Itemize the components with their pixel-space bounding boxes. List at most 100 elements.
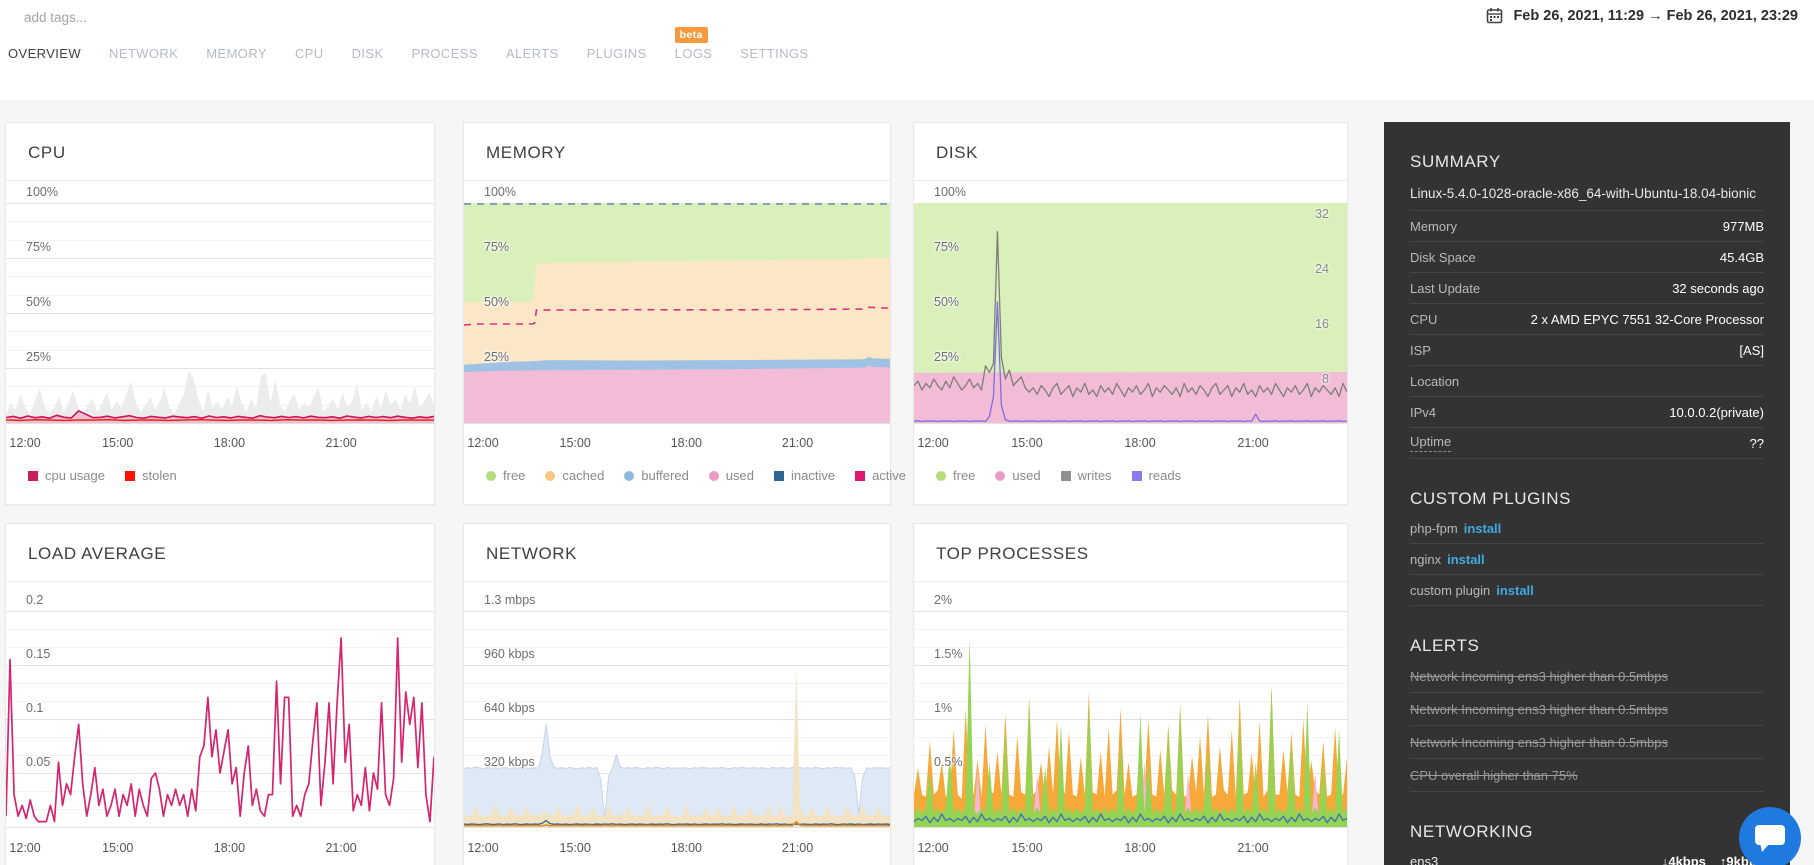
x-axis-label: 15:00: [559, 841, 591, 855]
legend-label: cached: [562, 468, 605, 483]
legend-item-writes[interactable]: writes: [1060, 468, 1112, 483]
gridline: [6, 294, 434, 296]
install-link[interactable]: install: [1447, 551, 1485, 567]
series-line-incoming: [464, 724, 890, 819]
gridline: [6, 827, 434, 828]
tab-settings[interactable]: SETTINGS: [740, 46, 809, 61]
summary-label: Memory: [1410, 218, 1457, 234]
gridline: [6, 276, 434, 278]
tab-network[interactable]: NETWORK: [109, 46, 179, 61]
sidebar: SUMMARY Linux-5.4.0-1028-oracle-x86_64-w…: [1384, 122, 1790, 865]
memory-chart-plot[interactable]: 100% 75% 50% 25%: [464, 181, 890, 429]
series-process-green: [914, 638, 1347, 827]
x-axis-label: 21:00: [781, 841, 814, 855]
legend-item-active[interactable]: active: [855, 468, 906, 483]
install-link[interactable]: install: [1463, 520, 1502, 536]
load-average-chart-plot[interactable]: 0.2 0.15 0.1 0.05: [6, 582, 434, 834]
legend-item-used[interactable]: used: [708, 468, 754, 483]
y-axis-label: 100%: [484, 185, 516, 199]
legend-item-buffered[interactable]: buffered: [624, 468, 689, 483]
gridline: [6, 719, 434, 720]
y-axis-label: 0.2: [26, 593, 44, 607]
gridline: [464, 719, 890, 720]
summary-label: Location: [1410, 373, 1460, 389]
legend-swatch: [995, 470, 1006, 481]
date-range-text: Feb 26, 2021, 11:29 → Feb 26, 2021, 23:2…: [1513, 7, 1798, 24]
gridline: [6, 701, 434, 702]
network-chart-plot[interactable]: 1.3 mbps 960 kbps 640 kbps 320 kbps: [464, 582, 890, 834]
alert-item[interactable]: Network Incoming ens3 higher than 0.5mbp…: [1410, 660, 1764, 693]
legend-label: free: [953, 468, 976, 483]
chart-legend: free used writes reads: [914, 456, 1347, 493]
plugin-name: php-fpm: [1410, 520, 1458, 536]
tab-alerts[interactable]: ALERTS: [505, 46, 559, 61]
alert-rows: Network Incoming ens3 higher than 0.5mbp…: [1410, 660, 1764, 792]
gridline: [6, 258, 434, 259]
tags-input[interactable]: [22, 9, 286, 26]
plugin-rows: php-fpm install nginx install custom plugin i…: [1410, 513, 1764, 606]
alerts-heading: ALERTS: [1410, 636, 1480, 655]
legend-swatch: [855, 470, 866, 481]
network-series-svg: [464, 668, 890, 827]
summary-value: [AS]: [1739, 342, 1764, 358]
panel-title: NETWORK: [464, 524, 890, 582]
summary-label: Disk Space: [1410, 249, 1476, 265]
legend-item-cached[interactable]: cached: [545, 468, 604, 483]
x-axis-label: 21:00: [1237, 436, 1269, 450]
legend-item-inactive[interactable]: inactive: [774, 468, 835, 483]
legend-item-cpu-usage[interactable]: cpu usage: [28, 468, 105, 483]
alert-item[interactable]: Network Incoming ens3 higher than 0.5mbp…: [1410, 693, 1764, 726]
tab-cpu[interactable]: CPU: [294, 46, 324, 61]
legend-label: inactive: [791, 468, 836, 483]
series-line-incoming-line: [464, 821, 890, 825]
gridline: [464, 755, 890, 756]
legend-item-used[interactable]: used: [995, 468, 1041, 483]
panel-title: MEMORY: [464, 123, 890, 181]
tab-disk[interactable]: DISK: [351, 46, 384, 61]
y-axis-label: 50%: [26, 295, 52, 309]
install-link[interactable]: install: [1496, 582, 1534, 598]
x-axis-label: 12:00: [9, 436, 41, 450]
gridline: [464, 647, 890, 648]
tab-plugins[interactable]: PLUGINS: [586, 46, 647, 61]
cpu-chart-plot[interactable]: 100% 75% 50% 25%: [6, 181, 434, 429]
series-line-load-average: [6, 638, 434, 822]
interface-row-ens3[interactable]: ens3 ↓4kbps ↑9kbps: [1410, 846, 1764, 865]
y-axis-label: 320 kbps: [484, 755, 535, 769]
tab-logs[interactable]: LOGS beta: [674, 27, 713, 61]
summary-row-memory: Memory 977MB: [1410, 211, 1764, 242]
gridline: [6, 755, 434, 756]
disk-chart-plot[interactable]: 100% 75% 50% 25% 32 24 16 8: [914, 181, 1347, 429]
y-axis-label: 75%: [934, 240, 960, 254]
gridline: [914, 647, 1347, 648]
disk-series-svg: [914, 203, 1347, 423]
series-background-usage: [6, 370, 434, 423]
panel-cpu: CPU 100% 75% 50% 25% 12:00 15:00 18:00 21:00 c…: [5, 122, 435, 505]
alert-item[interactable]: CPU overall higher than 75%: [1410, 759, 1764, 792]
gridline: [464, 629, 890, 630]
tab-memory[interactable]: MEMORY: [206, 46, 267, 61]
panel-load-average: LOAD AVERAGE 0.2 0.15 0.1 0.05 12:00 15:00 18…: [5, 523, 435, 865]
date-range-picker[interactable]: Feb 26, 2021, 11:29 → Feb 26, 2021, 23:2…: [1486, 7, 1798, 24]
alert-item[interactable]: Network Incoming ens3 higher than 0.5mbp…: [1410, 726, 1764, 759]
gridline: [914, 755, 1347, 756]
summary-label: IPv4: [1410, 404, 1437, 420]
legend-item-stolen[interactable]: stolen: [125, 468, 177, 483]
top-processes-chart-plot[interactable]: 2% 1.5% 1% 0.5%: [914, 582, 1347, 834]
y-axis-label: 1.5%: [934, 647, 963, 661]
chart-legend: [914, 861, 1347, 865]
legend-item-free[interactable]: free: [936, 468, 975, 483]
summary-row-ipv4: IPv4 10.0.0.2(private): [1410, 397, 1764, 428]
x-axis-label: 21:00: [325, 436, 357, 450]
os-version: Linux-5.4.0-1028-oracle-x86_64-with-Ubun…: [1410, 176, 1764, 211]
summary-row-location: Location: [1410, 366, 1764, 397]
legend-item-reads[interactable]: reads: [1131, 468, 1181, 483]
legend-item-free[interactable]: free: [486, 468, 525, 483]
legend-swatch: [125, 470, 135, 481]
tab-process[interactable]: PROCESS: [411, 46, 478, 61]
x-axis-label: 12:00: [9, 841, 41, 855]
plugin-row-nginx: nginx install: [1410, 544, 1764, 575]
chat-widget-button[interactable]: [1739, 807, 1801, 865]
tab-overview[interactable]: OVERVIEW: [8, 46, 82, 61]
calendar-icon: [1486, 7, 1503, 24]
